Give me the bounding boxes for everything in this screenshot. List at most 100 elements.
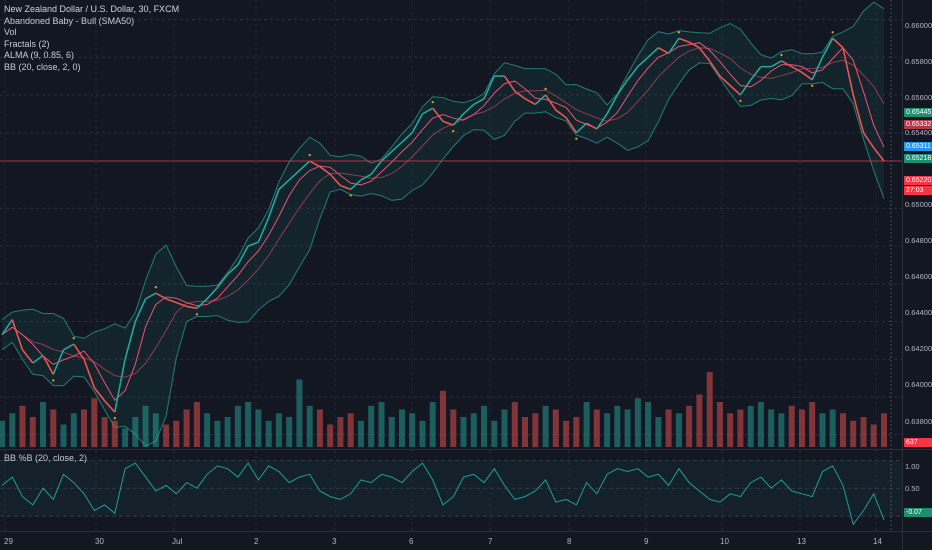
price-segment — [247, 241, 259, 247]
legend-vol[interactable]: Vol — [4, 27, 17, 37]
volume-bar — [788, 405, 795, 448]
price-segment — [11, 319, 24, 351]
price-segment — [647, 47, 659, 58]
main-legend: New Zealand Dollar / U.S. Dollar, 30, FX… — [4, 4, 179, 73]
volume-bar — [40, 402, 46, 447]
y-tick: 0.65600 — [905, 93, 932, 102]
subpane-legend[interactable]: BB %B (20, close, 2) — [4, 453, 88, 463]
bb-upper-badge: 0.65445 — [904, 108, 932, 117]
volume-bar — [234, 405, 241, 448]
price-segment — [257, 217, 270, 243]
volume-bar — [152, 413, 159, 448]
price-segment — [862, 132, 875, 149]
price-segment — [432, 107, 444, 122]
volume-bar — [91, 398, 98, 448]
price-segment — [350, 179, 362, 190]
y-tick: 0.65000 — [905, 200, 932, 209]
volume-bar — [470, 413, 477, 448]
price-segment — [852, 94, 865, 133]
price-segment — [32, 354, 44, 364]
price-segment — [124, 321, 137, 360]
volume-bar — [419, 420, 426, 448]
price-segment — [842, 47, 855, 96]
price-segment — [544, 94, 557, 111]
volume-bars — [0, 372, 887, 448]
bb-basis — [1, 47, 885, 378]
price-segment — [586, 122, 598, 130]
y-tick: 0.63800 — [905, 417, 932, 426]
volume-bar — [399, 409, 405, 447]
volume-bar — [768, 409, 775, 447]
volume-bar — [142, 405, 149, 448]
volume-bar — [511, 402, 518, 447]
volume-bar — [819, 413, 826, 448]
y-tick: 0.64000 — [905, 380, 932, 389]
legend-abandoned-baby[interactable]: Abandoned Baby - Bull (SMA50) — [4, 15, 135, 26]
legend-bb[interactable]: BB (20, close, 2, 0) — [4, 61, 81, 72]
volume-bar — [347, 413, 354, 448]
price-segment — [83, 358, 96, 388]
price-segment — [832, 37, 844, 49]
volume-bar — [799, 409, 805, 447]
volume-bar — [634, 398, 641, 448]
bar-countdown-badge: 27:03 — [904, 186, 932, 195]
volume-bar — [111, 420, 118, 448]
price-segment — [21, 349, 34, 364]
price-segment — [93, 387, 106, 402]
x-tick: 8 — [567, 537, 572, 546]
volume-bar — [214, 420, 221, 448]
volume-bar — [706, 372, 713, 447]
legend-fractals[interactable]: Fractals (2) — [4, 38, 50, 49]
volume-bar — [0, 420, 5, 448]
volume-bar — [19, 405, 26, 448]
price-segment — [462, 103, 475, 115]
x-tick: 10 — [720, 537, 729, 546]
price-segment — [73, 343, 85, 360]
volume-bar — [429, 402, 436, 447]
volume-bar — [829, 409, 836, 447]
price-segment — [565, 117, 577, 134]
price-segment — [176, 301, 187, 308]
volume-bar — [224, 417, 231, 447]
volume-bar — [645, 402, 652, 447]
bollinger-bands — [1, 1, 885, 447]
volume-bar — [552, 409, 559, 447]
price-series — [0, 0, 902, 532]
price-segment — [380, 151, 393, 162]
fractal-down-marker — [575, 137, 578, 140]
price-segment — [103, 400, 116, 413]
legend-alma[interactable]: ALMA (9, 0.85, 6) — [4, 50, 75, 60]
volume-bar — [573, 417, 580, 447]
price-segment — [452, 113, 465, 126]
fractal-down-marker — [113, 416, 117, 420]
price-segment — [278, 179, 290, 190]
price-segment — [422, 107, 434, 115]
fractal-up-marker — [431, 100, 434, 104]
volume-bar — [757, 402, 764, 447]
price-segment — [114, 359, 126, 413]
price-segment — [370, 160, 383, 175]
volume-bar — [532, 413, 539, 448]
volume-bar — [275, 413, 282, 448]
volume-bar — [460, 417, 467, 447]
price-segment — [688, 41, 700, 49]
volume-bar — [29, 417, 36, 447]
volume-bar — [70, 413, 77, 448]
fractal-up-marker — [677, 31, 681, 34]
price-segment — [750, 66, 762, 81]
volume-bar — [881, 413, 887, 448]
volume-bar — [337, 417, 344, 447]
x-tick: 6 — [409, 537, 414, 546]
legend-symbol-title[interactable]: New Zealand Dollar / U.S. Dollar, 30, FX… — [4, 4, 180, 14]
volume-bar — [716, 402, 723, 447]
volume-bar — [522, 417, 528, 447]
volume-bar — [286, 417, 293, 447]
price-segment — [637, 56, 649, 68]
fractal-down-marker — [811, 84, 814, 88]
fractal-down-marker — [739, 99, 742, 103]
volume-bar — [440, 390, 446, 448]
bb-lower-badge: 0.65218 — [904, 154, 932, 163]
volume-bar — [809, 402, 816, 447]
